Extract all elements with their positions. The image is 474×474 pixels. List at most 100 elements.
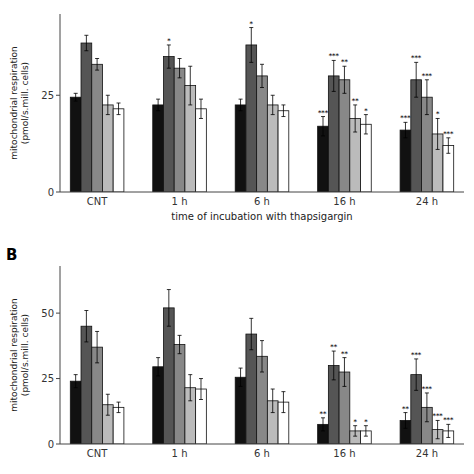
significance-label: * (353, 418, 357, 426)
bar (70, 381, 81, 444)
significance-label: ** (352, 97, 359, 105)
significance-label: ** (330, 343, 337, 351)
x-tick-label: 16 h (333, 448, 355, 459)
panel: **************************025CNT1 h6 h16… (9, 14, 464, 222)
page: {"chart_data": [ {"type": "bar", "xlabel… (0, 0, 474, 474)
marks (70, 28, 453, 192)
error-bar (332, 60, 336, 91)
x-axis-line (60, 192, 464, 193)
y-tick (56, 444, 60, 445)
significance-label: *** (400, 114, 411, 122)
marks (70, 290, 453, 444)
significance-label: ** (341, 58, 348, 66)
significance-label: ** (320, 410, 327, 418)
error-bar (117, 103, 121, 115)
y-axis-label-line: (pmol/s.mill. cells) (20, 314, 30, 396)
significance-label: * (250, 20, 254, 28)
y-tick-label: 0 (48, 187, 54, 198)
x-tick-label: 1 h (172, 196, 188, 207)
y-axis-label-line: mitochondrial respiration (9, 46, 19, 159)
error-bar (178, 335, 182, 353)
error-bar (321, 418, 325, 431)
error-bar (239, 368, 243, 386)
error-bar (353, 105, 357, 132)
y-axis-label-line: (pmol/s.mill. cells) (20, 62, 30, 144)
bar (257, 76, 268, 192)
bar (163, 57, 174, 192)
y-tick-label: 50 (41, 308, 54, 319)
error-bar (188, 375, 192, 401)
x-tick-label: 6 h (254, 448, 270, 459)
significance-label: *** (411, 351, 422, 359)
error-bar (425, 393, 429, 422)
x-tick-label: 1 h (172, 448, 188, 459)
bar (361, 124, 372, 192)
bar (81, 43, 92, 192)
error-bar (239, 99, 243, 111)
error-bar (281, 392, 285, 413)
error-bar (199, 379, 203, 400)
error-bar (446, 424, 450, 437)
significance-label: * (364, 418, 368, 426)
error-bar (403, 413, 407, 429)
error-bar (106, 95, 110, 114)
significance-labels: ********************** (320, 343, 454, 426)
error-bar (271, 389, 275, 413)
significance-label: ** (402, 405, 409, 413)
error-bar (446, 138, 450, 153)
error-bar (178, 59, 182, 78)
bar (113, 109, 124, 192)
y-tick (56, 192, 60, 193)
error-bar (414, 62, 418, 97)
y-tick-label: 25 (41, 90, 54, 101)
error-bar (156, 99, 160, 111)
bar (235, 377, 246, 444)
significance-label: *** (443, 416, 454, 424)
x-tick-label: 16 h (333, 196, 355, 207)
significance-label: *** (318, 109, 329, 117)
y-tick (56, 378, 60, 379)
y-tick-label: 0 (48, 439, 54, 450)
error-bar (342, 66, 346, 93)
bar (81, 326, 92, 444)
error-bar (403, 122, 407, 137)
x-axis-label: time of incubation with thapsigargin (171, 211, 352, 222)
error-bar (84, 35, 88, 50)
significance-label: * (436, 110, 440, 118)
bar (328, 76, 339, 192)
error-bar (117, 402, 121, 412)
error-bar (95, 59, 99, 71)
bar (235, 105, 246, 192)
bar (102, 105, 113, 192)
error-bar (156, 358, 160, 376)
error-bar (364, 426, 368, 436)
bar (246, 45, 257, 192)
error-bar (84, 311, 88, 342)
chart: **************************025CNT1 h6 h16… (0, 0, 474, 474)
bar (267, 105, 278, 192)
bar (153, 105, 164, 192)
error-bar (260, 341, 264, 372)
x-tick-label: 24 h (416, 448, 438, 459)
error-bar (436, 118, 440, 149)
y-tick (56, 95, 60, 96)
error-bar (188, 66, 192, 105)
bar (196, 109, 207, 192)
panel: **********************02550CNT1 h6 h16 h… (6, 246, 464, 459)
y-axis-line (60, 266, 61, 444)
significance-label: * (364, 107, 368, 115)
error-bar (95, 331, 99, 362)
bar (92, 64, 103, 192)
bar (400, 130, 411, 192)
error-bar (249, 28, 253, 63)
error-bar (414, 359, 418, 390)
error-bar (425, 80, 429, 115)
bar (174, 68, 185, 192)
significance-label: *** (411, 54, 422, 62)
error-bar (199, 99, 203, 118)
error-bar (436, 420, 440, 438)
bar (70, 97, 81, 192)
x-tick-label: CNT (87, 448, 108, 459)
error-bar (281, 105, 285, 117)
y-tick (56, 313, 60, 314)
